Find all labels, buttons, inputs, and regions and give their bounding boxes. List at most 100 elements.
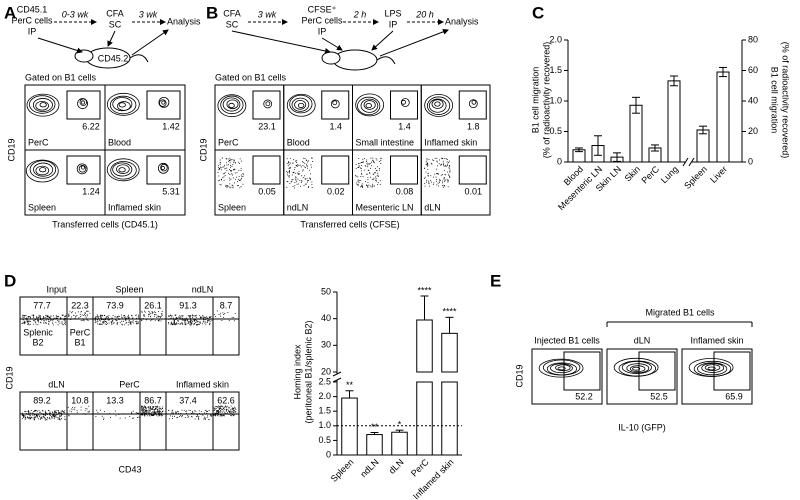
event-dot	[56, 410, 58, 412]
event-dot	[295, 177, 297, 179]
event-dot	[296, 183, 298, 185]
event-dot	[306, 163, 308, 165]
event-dot	[190, 320, 192, 322]
event-dot	[57, 324, 59, 326]
event-dot	[222, 173, 224, 175]
event-dot	[218, 408, 220, 410]
event-dot	[149, 415, 151, 417]
event-dot	[138, 412, 140, 414]
gate	[252, 155, 281, 185]
event-dot	[104, 320, 106, 322]
event-dot	[448, 167, 450, 169]
event-dot	[59, 322, 61, 324]
event-dot	[437, 172, 439, 174]
tissue: dLN	[424, 202, 441, 212]
event-dot	[140, 318, 142, 320]
event-dot	[193, 320, 195, 322]
arrow	[37, 37, 83, 54]
event-dot	[232, 407, 234, 409]
event-dot	[56, 315, 58, 317]
contour	[29, 160, 57, 179]
event-dot	[185, 319, 187, 321]
event-dot	[372, 179, 374, 181]
event-dot	[145, 407, 147, 409]
event-dot	[375, 179, 377, 181]
y-axis-label: CD19	[6, 138, 16, 161]
event-dot	[304, 162, 306, 164]
event-dot	[59, 318, 61, 320]
event-dot	[124, 316, 126, 318]
event-dot	[74, 312, 76, 314]
event-dot	[356, 184, 358, 186]
event-dot	[132, 320, 134, 322]
event-dot	[38, 314, 40, 316]
y-tick-label: 1.0	[318, 420, 331, 430]
event-dot	[143, 411, 145, 413]
event-dot	[193, 318, 195, 320]
event-dot	[120, 314, 122, 316]
contour	[158, 96, 170, 108]
event-dot	[229, 157, 231, 159]
percent: 23.1	[258, 121, 276, 131]
event-dot	[37, 320, 39, 322]
contour	[263, 99, 273, 109]
event-dot	[427, 175, 429, 177]
event-dot	[230, 178, 232, 180]
event-dot	[203, 320, 205, 322]
event-dot	[439, 178, 441, 180]
contour	[220, 95, 244, 115]
event-dot	[152, 414, 154, 416]
event-dot	[48, 416, 50, 418]
event-dot	[103, 321, 105, 323]
event-dot	[35, 316, 37, 318]
percent: 6.22	[82, 121, 100, 131]
contour	[365, 102, 372, 109]
tissue: ndLN	[287, 202, 309, 212]
event-dot	[361, 164, 363, 166]
event-dot	[191, 317, 193, 319]
x-axis-label: CD43	[118, 464, 141, 474]
event-dot	[207, 317, 209, 319]
event-dot	[438, 163, 440, 165]
event-dot	[113, 322, 115, 324]
event-dot	[200, 317, 202, 319]
significance: ****	[442, 307, 457, 317]
event-dot	[227, 185, 229, 187]
event-dot	[183, 318, 185, 320]
x-tick-label: Liver	[708, 164, 729, 185]
event-dot	[228, 413, 230, 415]
event-dot	[377, 175, 379, 177]
immunization-step: SC	[226, 19, 239, 29]
event-dot	[177, 411, 179, 413]
event-dot	[224, 412, 226, 414]
event-dot	[233, 409, 235, 411]
event-dot	[367, 182, 369, 184]
event-dot	[195, 316, 197, 318]
contour	[32, 98, 53, 113]
event-dot	[366, 185, 368, 187]
x-tick-label: PerC	[640, 164, 662, 186]
event-dot	[230, 165, 232, 167]
event-dot	[195, 322, 197, 324]
event-dot	[428, 159, 430, 161]
event-dot	[104, 323, 106, 325]
event-dot	[210, 414, 212, 416]
event-dot	[57, 417, 59, 419]
event-dot	[366, 185, 368, 187]
event-dot	[437, 165, 439, 167]
event-dot	[28, 324, 30, 326]
event-dot	[108, 322, 110, 324]
contour	[29, 95, 56, 114]
event-dot	[430, 180, 432, 182]
event-dot	[107, 315, 109, 317]
panel-label: E	[490, 271, 501, 290]
immunization-step: SC	[109, 19, 122, 29]
event-dot	[154, 320, 156, 322]
event-dot	[225, 413, 227, 415]
event-dot	[67, 406, 69, 408]
event-dot	[229, 179, 231, 181]
event-dot	[57, 410, 59, 412]
event-dot	[444, 165, 446, 167]
event-dot	[40, 412, 42, 414]
event-dot	[35, 416, 37, 418]
